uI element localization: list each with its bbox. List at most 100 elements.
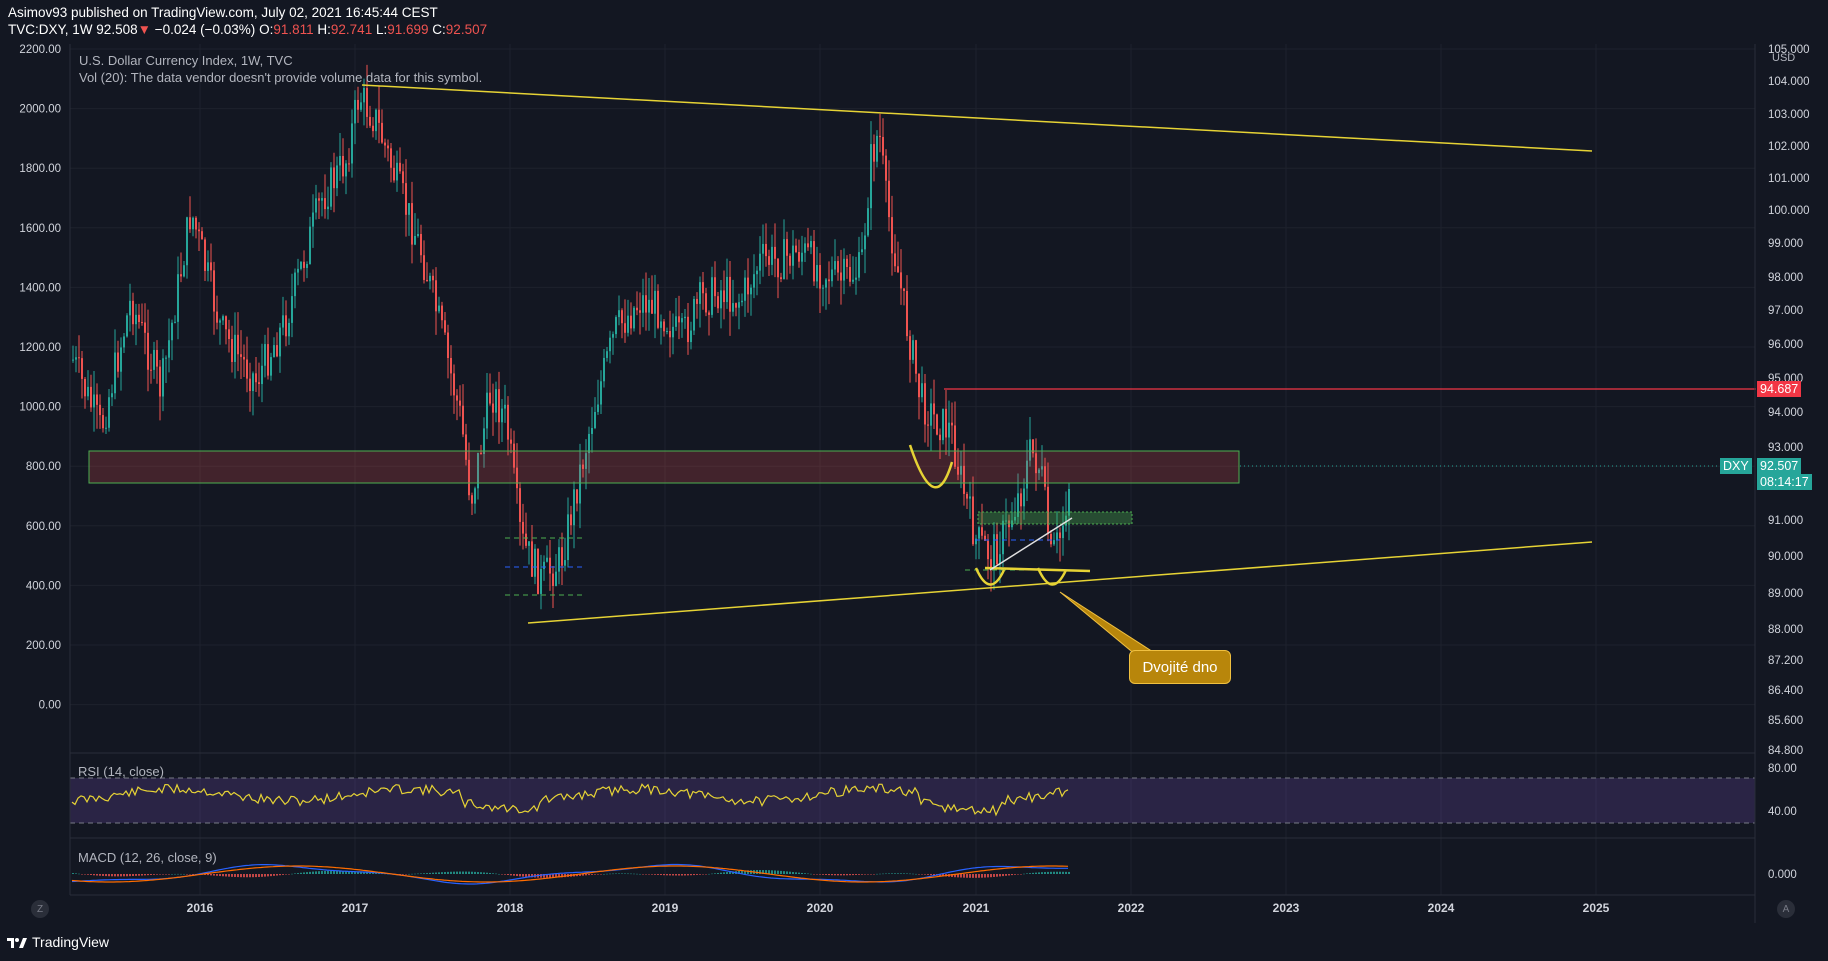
candle-body [894, 253, 896, 267]
macd-hist-bar [780, 870, 782, 874]
macd-hist-bar [588, 874, 590, 876]
macd-hist-bar [1047, 871, 1049, 874]
macd-hist-bar [672, 874, 674, 876]
candle-body [930, 403, 932, 426]
candle-body [369, 116, 371, 126]
macd-hist-bar [276, 874, 278, 876]
macd-hist-bar [1029, 873, 1031, 874]
candle-body [231, 339, 233, 362]
upper-trendline[interactable] [361, 84, 1593, 152]
macd-hist-bar [654, 874, 656, 875]
macd-hist-bar [558, 874, 560, 878]
x-tick-label: 2017 [342, 901, 369, 915]
left-tick-label: 1200.00 [19, 342, 61, 354]
candle-body [582, 464, 584, 469]
macd-hist-bar [138, 874, 140, 876]
macd-hist-bar [168, 874, 170, 875]
small-zone[interactable] [977, 511, 1133, 525]
macd-hist-bar [471, 871, 473, 874]
candle-body [474, 488, 476, 504]
macd-hist-bar [1065, 871, 1067, 874]
macd-hist-bar [723, 872, 725, 874]
candle-body [264, 344, 266, 366]
rsi-tick-label: 80.00 [1768, 763, 1797, 775]
macd-hist-bar [90, 874, 92, 876]
macd-hist-bar [435, 872, 437, 874]
candle-body [858, 252, 860, 278]
candle-body [150, 369, 152, 371]
x-tick-label: 2024 [1428, 901, 1455, 915]
candle-body [81, 358, 83, 379]
rsi-legend[interactable]: RSI (14, close) [78, 764, 164, 779]
series-legend[interactable]: U.S. Dollar Currency Index, 1W, TVC [79, 53, 293, 68]
macd-hist-bar [825, 874, 827, 875]
candle-body [906, 290, 908, 337]
macd-hist-bar [873, 874, 875, 875]
rsi-line [71, 783, 1069, 817]
macd-hist-bar [225, 874, 227, 877]
candle-body [714, 277, 716, 297]
macd-hist-bar [429, 872, 431, 874]
horizontal-gridlines [70, 48, 1755, 706]
macd-hist-bar [561, 874, 563, 878]
candle-body [729, 276, 731, 312]
macd-hist-bar [708, 873, 710, 875]
macd-hist-bar [771, 870, 773, 874]
macd-hist-bar [651, 874, 653, 875]
macd-hist-bar [972, 874, 974, 878]
x-tick-label: 2023 [1273, 901, 1300, 915]
lower-trendline[interactable] [527, 541, 1593, 624]
candle-body [720, 290, 722, 309]
candle-body [1065, 515, 1067, 526]
candle-body [993, 534, 995, 568]
candle-body [159, 366, 161, 397]
double-bottom-callout[interactable]: Dvojité dno [1129, 650, 1231, 684]
candle-body [996, 534, 998, 565]
macd-hist-bar [900, 873, 902, 874]
candle-body [471, 495, 473, 504]
scale-z-button[interactable]: Z [31, 900, 49, 918]
macd-hist-bar [909, 873, 911, 875]
candle-body [429, 275, 431, 282]
volume-legend[interactable]: Vol (20): The data vendor doesn't provid… [79, 70, 483, 85]
macd-hist-bar [330, 870, 332, 874]
candle-body [480, 452, 482, 454]
tradingview-logo[interactable]: TradingView [6, 934, 109, 950]
macd-hist-bar [180, 873, 182, 875]
left-bottom-arc[interactable] [908, 444, 954, 489]
white-trendline[interactable] [989, 517, 1073, 571]
candle-body [1059, 532, 1061, 539]
support-zone[interactable] [88, 450, 1240, 484]
macd-hist-bar [969, 874, 971, 878]
candle-body [489, 392, 491, 404]
currency-label[interactable]: USD [1772, 52, 1796, 64]
double-bottom-arc-1[interactable] [974, 567, 1006, 586]
candle-body [444, 320, 446, 333]
macd-hist-bar [597, 874, 599, 875]
macd-hist-bar [906, 873, 908, 874]
candle-body [375, 109, 377, 132]
macd-hist-bar [819, 874, 821, 875]
candle-body [75, 357, 77, 360]
macd-hist-bar [153, 874, 155, 875]
macd-hist-bar [639, 873, 641, 875]
right-tick-label: 93.000 [1768, 442, 1803, 454]
candle-body [852, 279, 854, 282]
candle-body [141, 322, 143, 324]
macd-hist-bar [618, 873, 620, 874]
macd-hist-bar [879, 873, 881, 875]
macd-hist-bar [789, 871, 791, 874]
candle-body [459, 400, 461, 406]
candle-body [666, 330, 668, 332]
candle-body [372, 125, 374, 132]
candle-body [633, 307, 635, 329]
macd-hist-bar [660, 874, 662, 876]
candle-body [897, 266, 899, 273]
macd-hist-bar [84, 874, 86, 875]
macd-hist-bar [774, 870, 776, 874]
macd-legend[interactable]: MACD (12, 26, close, 9) [78, 850, 217, 865]
auto-scale-button[interactable]: A [1777, 900, 1795, 918]
candle-body [441, 305, 443, 321]
double-bottom-arc-2[interactable] [1036, 567, 1068, 586]
